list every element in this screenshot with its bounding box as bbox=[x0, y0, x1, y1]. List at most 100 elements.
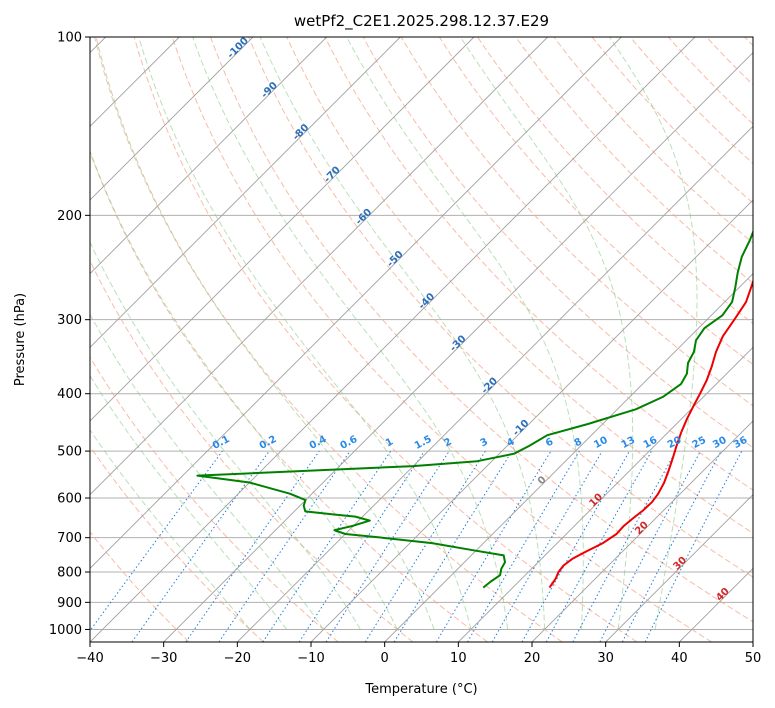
dry-adiabat bbox=[515, 37, 753, 284]
mixing-ratio-line bbox=[599, 450, 701, 642]
dry-adiabat bbox=[744, 37, 753, 47]
y-tick-label: 900 bbox=[57, 596, 82, 611]
dry-adiabat bbox=[90, 259, 414, 642]
mixing-ratio-label: 13 bbox=[620, 435, 637, 451]
moist-adiabat bbox=[90, 149, 398, 630]
mixing-ratio-label: 25 bbox=[691, 435, 708, 451]
y-tick-label: 200 bbox=[57, 209, 82, 224]
isotherm-line bbox=[90, 37, 622, 569]
isotherm-line bbox=[237, 125, 753, 642]
dry-adiabat bbox=[477, 37, 753, 325]
dry-adiabat bbox=[90, 356, 339, 642]
y-axis-label: Pressure (hPa) bbox=[13, 293, 28, 386]
isotherm-label: 20 bbox=[633, 520, 651, 538]
y-tick-label: 1000 bbox=[49, 623, 82, 638]
isotherm-line bbox=[90, 37, 548, 496]
moist-adiabat bbox=[609, 37, 698, 630]
mixing-ratio-labels: 0.1 0.2 0.4 0.6 1 1.5 2 3 4 6 8 10 13 16 20 25 30 36 bbox=[211, 434, 750, 452]
isotherm-line bbox=[90, 37, 696, 642]
mixing-ratio-line bbox=[218, 450, 351, 642]
mixing-ratio-label: 0.1 bbox=[211, 434, 232, 452]
x-tick-label: −20 bbox=[224, 651, 251, 666]
mixing-ratio-lines bbox=[90, 450, 743, 642]
dry-adiabats bbox=[90, 37, 753, 642]
mixing-ratio-label: 6 bbox=[544, 436, 555, 449]
x-tick-label: 30 bbox=[597, 651, 614, 666]
moist-adiabat bbox=[460, 37, 634, 630]
isotherm-label: 30 bbox=[672, 555, 690, 573]
chart-title: wetPf2_C2E1.2025.298.12.37.E29 bbox=[294, 12, 549, 31]
y-axis: 100 200 300 400 500 600 700 800 900 1000 bbox=[49, 31, 90, 638]
isotherm-line bbox=[752, 641, 753, 642]
isotherm-label: -10 bbox=[511, 418, 532, 439]
mixing-ratio-label: 8 bbox=[573, 436, 584, 449]
mixing-ratio-label: 3 bbox=[479, 436, 490, 449]
moist-adiabat bbox=[259, 37, 546, 630]
isotherm-line bbox=[90, 37, 475, 422]
moist-adiabat bbox=[90, 374, 288, 630]
mixing-ratio-line bbox=[325, 450, 450, 642]
dry-adiabat bbox=[90, 445, 264, 642]
mixing-ratio-line bbox=[131, 450, 270, 642]
x-axis: −40 −30 −20 −10 0 10 20 30 40 50 bbox=[76, 642, 761, 666]
isotherm-line bbox=[90, 37, 254, 201]
pressure-gridlines bbox=[90, 37, 753, 630]
isotherm-line bbox=[679, 567, 753, 642]
dry-adiabat bbox=[90, 531, 190, 642]
isotherm-line bbox=[458, 346, 753, 642]
isotherm-label: -60 bbox=[354, 207, 375, 228]
dry-adiabat bbox=[95, 37, 563, 642]
moist-adiabat bbox=[90, 429, 251, 630]
y-tick-label: 400 bbox=[57, 387, 82, 402]
dry-adiabat bbox=[553, 37, 753, 244]
profile-series bbox=[196, 229, 753, 589]
x-tick-label: 0 bbox=[381, 651, 389, 666]
isotherm-line bbox=[531, 420, 753, 642]
dry-adiabat bbox=[210, 37, 753, 623]
isotherm-line bbox=[163, 52, 753, 642]
mixing-ratio-label: 20 bbox=[666, 435, 683, 451]
temperature-profile-line bbox=[548, 278, 753, 589]
y-tick-label: 600 bbox=[57, 492, 82, 507]
mixing-ratio-line bbox=[298, 450, 425, 642]
mixing-ratio-line bbox=[185, 450, 320, 642]
mixing-ratio-label: 16 bbox=[642, 435, 659, 451]
isotherm-line bbox=[90, 37, 401, 348]
dry-adiabat bbox=[248, 37, 753, 578]
mixing-ratio-line bbox=[393, 450, 513, 642]
mixing-ratio-line bbox=[572, 450, 677, 642]
x-tick-label: 10 bbox=[450, 651, 467, 666]
plot-frame bbox=[89, 36, 754, 643]
x-tick-label: −40 bbox=[76, 651, 103, 666]
isotherm-label: -90 bbox=[259, 80, 280, 101]
y-tick-label: 700 bbox=[57, 531, 82, 546]
mixing-ratio-label: 2 bbox=[442, 436, 453, 449]
y-tick-label: 100 bbox=[57, 31, 82, 46]
dewpoint-profile-line bbox=[196, 229, 753, 589]
x-axis-label: Temperature (°C) bbox=[364, 682, 477, 697]
x-tick-label: 40 bbox=[671, 651, 688, 666]
y-tick-label: 500 bbox=[57, 445, 82, 460]
mixing-ratio-line bbox=[90, 450, 223, 632]
dry-adiabat bbox=[706, 37, 753, 86]
isotherm-label: -100 bbox=[225, 35, 251, 61]
mixing-ratio-line bbox=[545, 450, 653, 642]
isotherm-label: 10 bbox=[588, 492, 606, 510]
moist-adiabat bbox=[138, 37, 472, 630]
mixing-ratio-label: 4 bbox=[505, 436, 516, 449]
moist-adiabats bbox=[90, 37, 698, 630]
mixing-ratio-label: 10 bbox=[592, 435, 609, 451]
dry-adiabat bbox=[591, 37, 753, 204]
moist-adiabat bbox=[346, 37, 584, 630]
x-tick-label: 50 bbox=[745, 651, 762, 666]
isotherm-label: -30 bbox=[448, 334, 469, 355]
mixing-ratio-line bbox=[644, 450, 743, 642]
dry-adiabat bbox=[324, 37, 753, 491]
mixing-ratio-label: 1 bbox=[384, 436, 395, 449]
moist-adiabat bbox=[192, 37, 509, 630]
moist-adiabat bbox=[94, 37, 435, 630]
moist-adiabat bbox=[90, 241, 361, 630]
isotherm-line bbox=[384, 273, 753, 642]
moist-adiabat bbox=[90, 313, 325, 630]
